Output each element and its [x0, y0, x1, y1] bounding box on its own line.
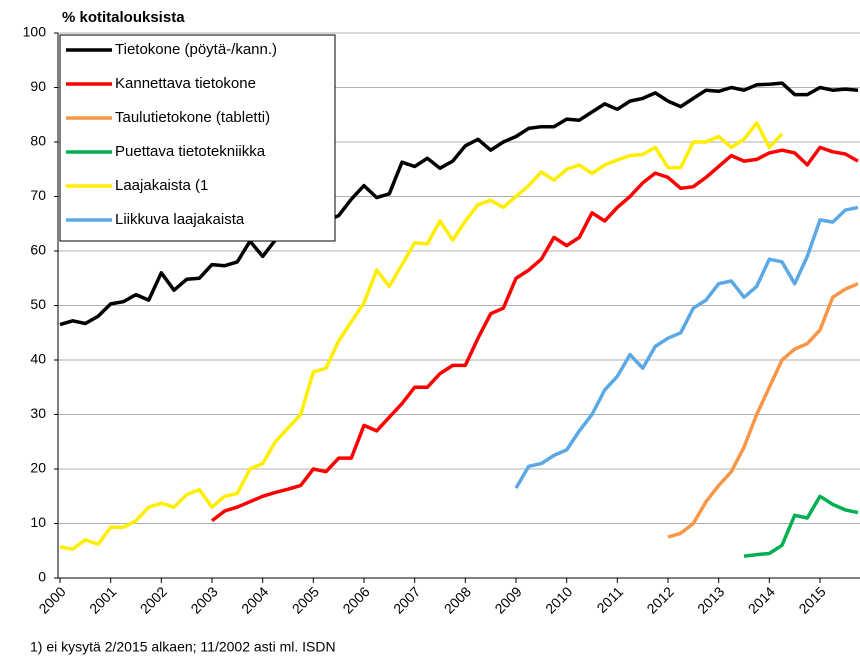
- y-tick-label: 50: [30, 296, 46, 312]
- y-tick-label: 80: [30, 133, 46, 149]
- x-tick-label: 2005: [289, 583, 322, 616]
- legend-label: Kannettava tietokone: [115, 75, 256, 92]
- series-line: [210, 145, 859, 523]
- y-axis-label: % kotitalouksista: [62, 9, 185, 26]
- legend-label: Tietokone (pöytä-/kann.): [115, 41, 277, 58]
- legend-box: [59, 34, 336, 242]
- x-tick-label: 2010: [542, 583, 575, 616]
- y-tick-label: 90: [30, 78, 46, 94]
- legend-label: Liikkuva laajakaista: [115, 211, 245, 228]
- series-line: [743, 494, 859, 558]
- series-line: [667, 282, 859, 539]
- series-line: [59, 121, 784, 551]
- x-tick-label: 2004: [238, 583, 271, 616]
- y-tick-label: 10: [30, 514, 46, 530]
- series-line: [59, 81, 859, 327]
- y-tick-label: 20: [30, 460, 46, 476]
- x-tick-label: 2013: [694, 583, 727, 616]
- y-tick-label: 0: [38, 569, 46, 585]
- x-tick-label: 2001: [86, 583, 119, 616]
- x-tick-label: 2011: [593, 583, 626, 616]
- y-tick-label: 60: [30, 242, 46, 258]
- x-tick-label: 2012: [643, 583, 676, 616]
- y-tick-label: 70: [30, 187, 46, 203]
- x-tick-label: 2008: [441, 583, 474, 616]
- legend-label: Laajakaista (1: [115, 177, 208, 194]
- x-tick-label: 2015: [795, 583, 828, 616]
- legend-label: Taulutietokone (tabletti): [115, 109, 270, 126]
- footnote: 1) ei kysytä 2/2015 alkaen; 11/2002 asti…: [30, 639, 336, 655]
- x-tick-label: 2014: [745, 583, 778, 616]
- x-tick-label: 2000: [35, 583, 68, 616]
- legend-label: Puettava tietotekniikka: [115, 143, 266, 160]
- y-tick-label: 100: [23, 24, 47, 40]
- x-tick-label: 2009: [491, 583, 524, 616]
- y-tick-label: 40: [30, 351, 46, 367]
- series-line: [514, 205, 859, 489]
- y-tick-label: 30: [30, 405, 46, 421]
- x-tick-label: 2006: [339, 583, 372, 616]
- x-tick-label: 2003: [187, 583, 220, 616]
- x-tick-label: 2002: [137, 583, 170, 616]
- x-tick-label: 2007: [390, 583, 423, 616]
- legend: Tietokone (pöytä-/kann.) Kannettava tieto…: [59, 34, 336, 242]
